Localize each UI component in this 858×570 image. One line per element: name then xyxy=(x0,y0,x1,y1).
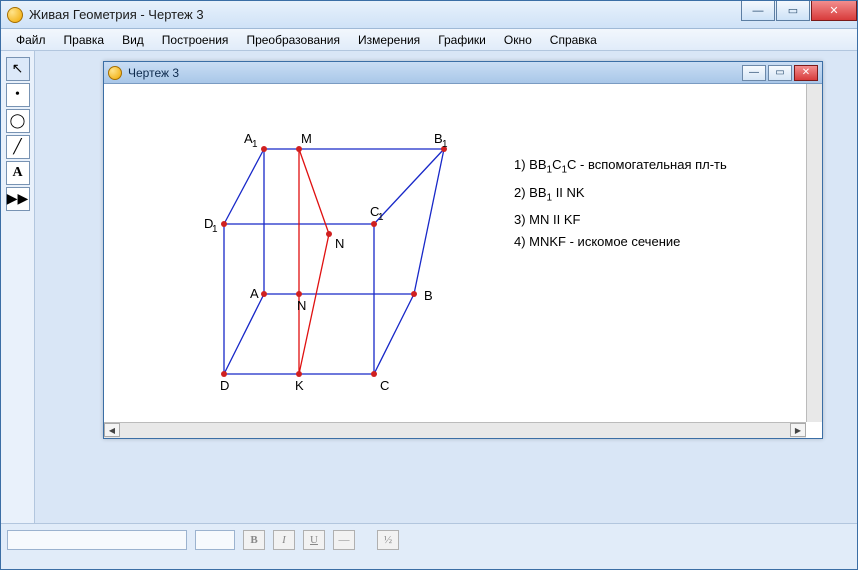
svg-text:D: D xyxy=(220,378,229,393)
tool-custom[interactable]: ▶▶ xyxy=(6,187,30,211)
svg-text:1: 1 xyxy=(252,139,258,150)
menu-construct[interactable]: Построения xyxy=(153,31,238,49)
svg-text:N: N xyxy=(297,298,306,313)
maximize-button[interactable]: ▭ xyxy=(776,1,810,21)
menu-window[interactable]: Окно xyxy=(495,31,541,49)
svg-text:1: 1 xyxy=(212,224,218,235)
minimize-button[interactable]: — xyxy=(741,1,775,21)
child-icon xyxy=(108,66,122,80)
child-maximize-button[interactable]: ▭ xyxy=(768,65,792,81)
close-button[interactable]: ✕ xyxy=(811,1,857,21)
bold-button[interactable]: B xyxy=(243,530,265,550)
menu-edit[interactable]: Правка xyxy=(55,31,114,49)
horizontal-scrollbar[interactable]: ◀ ▶ xyxy=(104,422,806,438)
child-title: Чертеж 3 xyxy=(128,66,742,80)
tool-text[interactable]: A xyxy=(6,161,30,185)
underline-button[interactable]: U xyxy=(303,530,325,550)
proof-line-3: 3) MN II KF xyxy=(514,209,727,231)
child-window: Чертеж 3 — ▭ ✕ A1MB1D1C1NANBDKC 1) BB1C1… xyxy=(103,61,823,439)
tool-select[interactable]: ↖ xyxy=(6,57,30,81)
child-minimize-button[interactable]: — xyxy=(742,65,766,81)
svg-text:B: B xyxy=(424,288,433,303)
app-title: Живая Геометрия - Чертеж 3 xyxy=(29,7,740,22)
titlebar: Живая Геометрия - Чертеж 3 — ▭ ✕ xyxy=(1,1,857,29)
child-close-button[interactable]: ✕ xyxy=(794,65,818,81)
menu-help[interactable]: Справка xyxy=(541,31,606,49)
proof-line-2: 2) BB1 II NK xyxy=(514,182,727,210)
svg-text:N: N xyxy=(335,236,344,251)
strike-button[interactable]: — xyxy=(333,530,355,550)
app-window: Живая Геометрия - Чертеж 3 — ▭ ✕ Файл Пр… xyxy=(0,0,858,570)
vertical-scrollbar[interactable] xyxy=(806,84,822,422)
menu-measure[interactable]: Измерения xyxy=(349,31,429,49)
window-buttons: — ▭ ✕ xyxy=(740,1,857,28)
svg-text:M: M xyxy=(301,131,312,146)
scroll-left-button[interactable]: ◀ xyxy=(104,423,120,437)
child-titlebar: Чертеж 3 — ▭ ✕ xyxy=(104,62,822,84)
mdi-area: Чертеж 3 — ▭ ✕ A1MB1D1C1NANBDKC 1) BB1C1… xyxy=(35,51,857,523)
menubar: Файл Правка Вид Построения Преобразовани… xyxy=(1,29,857,51)
italic-button[interactable]: I xyxy=(273,530,295,550)
proof-text: 1) BB1C1C - вспомогательная пл-ть 2) BB1… xyxy=(514,154,727,253)
child-body: A1MB1D1C1NANBDKC 1) BB1C1C - вспомогател… xyxy=(104,84,822,438)
svg-text:1: 1 xyxy=(442,139,448,150)
svg-text:1: 1 xyxy=(378,212,384,223)
svg-text:K: K xyxy=(295,378,304,393)
status-size-combo[interactable] xyxy=(195,530,235,550)
drawing-canvas[interactable]: A1MB1D1C1NANBDKC 1) BB1C1C - вспомогател… xyxy=(104,84,806,422)
menu-file[interactable]: Файл xyxy=(7,31,55,49)
proof-line-1: 1) BB1C1C - вспомогательная пл-ть xyxy=(514,154,727,182)
child-buttons: — ▭ ✕ xyxy=(742,65,818,81)
tool-rail: ↖ • ◯ ╱ A ▶▶ xyxy=(1,51,35,523)
fraction-button[interactable]: ½ xyxy=(377,530,399,550)
proof-line-4: 4) MNKF - искомое сечение xyxy=(514,231,727,253)
body-area: ↖ • ◯ ╱ A ▶▶ Чертеж 3 — ▭ ✕ xyxy=(1,51,857,523)
svg-text:C: C xyxy=(380,378,389,393)
svg-text:A: A xyxy=(250,286,259,301)
menu-graph[interactable]: Графики xyxy=(429,31,495,49)
status-font-combo[interactable] xyxy=(7,530,187,550)
menu-transform[interactable]: Преобразования xyxy=(237,31,349,49)
scroll-right-button[interactable]: ▶ xyxy=(790,423,806,437)
statusbar: B I U — ½ xyxy=(1,523,857,569)
menu-view[interactable]: Вид xyxy=(113,31,153,49)
app-icon xyxy=(7,7,23,23)
tool-circle[interactable]: ◯ xyxy=(6,109,30,133)
tool-point[interactable]: • xyxy=(6,83,30,107)
tool-line[interactable]: ╱ xyxy=(6,135,30,159)
